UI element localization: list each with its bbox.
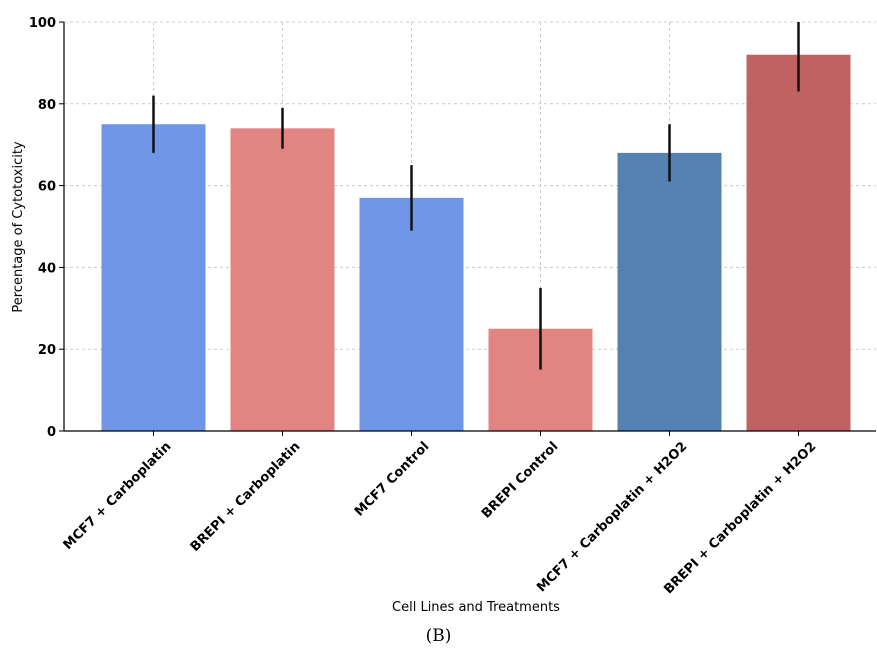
y-tick-label: 60 [38, 180, 56, 195]
y-tick-label: 40 [38, 261, 56, 276]
x-axis-label: Cell Lines and Treatments [392, 600, 560, 615]
x-tick-label: MCF7 Control [352, 439, 432, 519]
axes [59, 21, 876, 436]
y-tick-label: 80 [38, 98, 56, 113]
x-tick-label: BREPI + Carboplatin + H2O2 [661, 439, 819, 597]
y-tick-label: 0 [47, 425, 56, 440]
bars [101, 54, 851, 431]
y-axis-label: Percentage of Cytotoxicity [11, 141, 26, 313]
x-tick-label: MCF7 + Carboplatin [61, 439, 175, 553]
bar [746, 54, 851, 431]
figure-caption: (B) [425, 626, 452, 646]
y-tick-label: 20 [38, 343, 56, 358]
bar [359, 197, 464, 431]
error-bars [152, 22, 800, 370]
x-tick-label: BREPI Control [479, 439, 561, 521]
bar [230, 128, 335, 431]
y-tick-labels: 0 20 40 60 80 100 [29, 16, 56, 440]
x-tick-label: MCF7 + Carboplatin + H2O2 [534, 439, 690, 595]
x-tick-label: BREPI + Carboplatin [188, 439, 304, 555]
y-tick-label: 100 [29, 16, 56, 31]
x-tick-labels: MCF7 + Carboplatin BREPI + Carboplatin MCF… [61, 439, 820, 597]
bar [101, 124, 206, 431]
bar [617, 152, 722, 431]
